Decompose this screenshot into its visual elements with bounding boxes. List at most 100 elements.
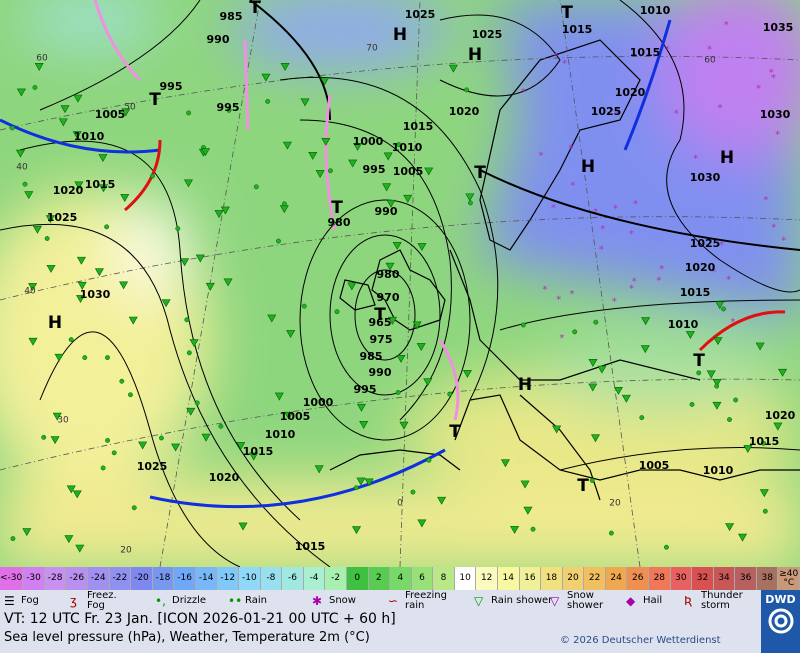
rain-shower-symbol — [588, 383, 598, 392]
pressure-center: T — [249, 0, 261, 18]
rain-shower-symbol — [424, 167, 434, 176]
legend-label: Rain shower — [491, 595, 553, 606]
legend-icon: •• — [228, 594, 243, 608]
rain-symbol — [131, 505, 137, 511]
rain-shower-symbol — [510, 525, 520, 534]
rain-shower-symbol — [120, 194, 130, 203]
rain-shower-symbol — [321, 138, 331, 146]
scale-cell: 30 — [670, 567, 693, 590]
rain-shower-symbol — [359, 420, 369, 429]
rain-shower-symbol — [282, 141, 292, 150]
rain-symbol — [608, 530, 614, 536]
rain-symbol — [158, 435, 164, 441]
pressure-center: T — [561, 3, 573, 23]
rain-symbol — [186, 110, 192, 116]
rain-symbol — [9, 125, 15, 131]
isobar-label: 1020 — [53, 184, 84, 197]
isobar-label: 1025 — [405, 8, 436, 21]
scale-cell: -18 — [152, 567, 175, 590]
rain-symbol — [281, 201, 287, 207]
isobar-label: 1025 — [47, 211, 78, 224]
rain-symbol — [253, 184, 259, 190]
snow-symbol: * — [593, 207, 598, 218]
isobar-label: 1020 — [449, 105, 480, 118]
fronts — [0, 0, 786, 509]
snow-symbol: * — [569, 289, 574, 300]
snow-symbol: * — [539, 150, 544, 161]
scale-cell: 16 — [519, 567, 542, 590]
rain-shower-symbol — [76, 256, 86, 265]
weather-symbols: ****************** ********************** — [9, 20, 788, 553]
rain-symbol — [762, 508, 768, 514]
pressure-center: H — [720, 148, 734, 168]
scale-cell: 32 — [692, 567, 714, 590]
rain-symbol — [727, 417, 732, 422]
rain-shower-symbol — [523, 506, 533, 515]
snow-symbol: * — [771, 222, 776, 233]
rain-shower-symbol — [500, 459, 510, 468]
rain-shower-symbol — [52, 412, 62, 421]
rain-symbol — [111, 450, 117, 456]
rain-shower-symbol — [28, 337, 38, 346]
rain-symbol — [301, 303, 307, 309]
rain-shower-symbol — [448, 64, 458, 73]
rain-shower-symbol — [121, 108, 131, 117]
rain-shower-symbol — [308, 152, 318, 160]
pressure-center: H — [468, 45, 482, 65]
rain-symbol — [353, 485, 359, 491]
snow-symbol: * — [612, 297, 617, 308]
temperature-field — [0, 0, 800, 567]
isobar-label: 1025 — [472, 28, 503, 41]
scale-cell: -6 — [282, 567, 304, 590]
rain-symbol — [44, 236, 50, 241]
pressure-center: T — [449, 422, 461, 442]
rain-shower-symbol — [64, 535, 74, 544]
scale-cell: -28 — [44, 567, 67, 590]
legend-label: Snow — [329, 595, 356, 606]
rain-shower-symbol — [403, 194, 413, 203]
scale-cell: -20 — [131, 567, 153, 590]
scale-cell: -30 — [23, 567, 45, 590]
rain-symbol — [664, 544, 669, 550]
scale-cell: 8 — [433, 567, 455, 590]
isobar-label: 1015 — [680, 286, 711, 299]
scale-cell: 36 — [735, 567, 757, 590]
legend-label: Drizzle — [172, 595, 207, 606]
rain-symbol — [464, 87, 470, 93]
rain-shower-symbol — [388, 316, 398, 325]
coastlines — [329, 39, 800, 501]
rain-shower-symbol — [386, 199, 396, 208]
pressure-center: T — [149, 90, 161, 110]
rain-shower-symbol — [385, 262, 395, 271]
rain-symbol — [520, 322, 526, 328]
rain-shower-symbol — [320, 77, 330, 86]
rain-symbol — [426, 457, 432, 463]
rain-shower-symbol — [286, 330, 296, 339]
snow-symbol: * — [570, 180, 575, 191]
isobar-label: 1020 — [685, 261, 716, 274]
isobar-label: 1025 — [690, 237, 721, 250]
rain-shower-symbol — [552, 425, 562, 434]
scale-cell: 6 — [411, 567, 434, 590]
isobar-label: 1010 — [265, 428, 296, 441]
snow-symbol: * — [718, 103, 723, 114]
rain-shower-symbol — [743, 445, 753, 453]
rain-shower-symbol — [280, 63, 290, 71]
scale-cell: 0 — [346, 567, 369, 590]
isobar-label: 1000 — [303, 396, 334, 409]
scale-cell: -4 — [303, 567, 326, 590]
rain-symbol — [334, 309, 340, 315]
snow-symbol: * — [599, 244, 604, 255]
scale-cell: 10 — [454, 567, 477, 590]
rain-shower-symbol — [347, 282, 357, 291]
rain-shower-symbol — [22, 528, 32, 537]
snow-symbol: * — [674, 108, 679, 119]
rain-symbol — [32, 84, 38, 90]
isobar-label: 1015 — [85, 178, 116, 191]
isobar-label: 1015 — [243, 445, 274, 458]
isobar-label: 1035 — [763, 21, 794, 34]
legend-icon: •, — [155, 594, 166, 608]
legend-label: Thunder storm — [701, 590, 743, 611]
